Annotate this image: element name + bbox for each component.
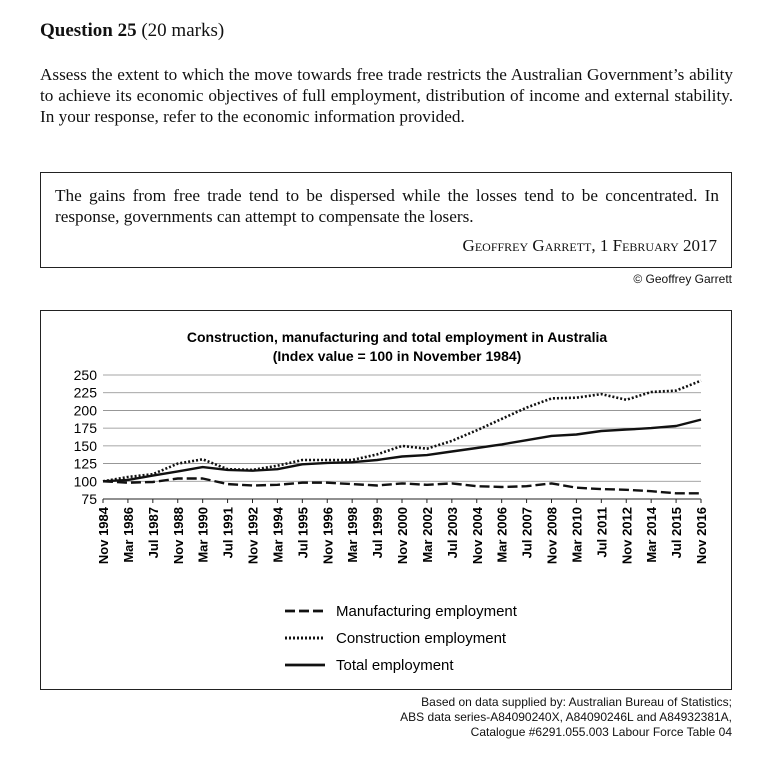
y-tick-label: 125: [74, 456, 98, 472]
question-marks: (20 marks): [141, 20, 225, 41]
x-tick-label: Mar 1994: [270, 506, 285, 562]
x-tick-label: Nov 1996: [320, 507, 335, 564]
x-tick-label: Jul 2015: [669, 507, 684, 558]
x-tick-label: Jul 2011: [594, 507, 609, 558]
x-axis-ticks: Nov 1984 Mar 1986 Jul 1987 Nov 1988 Mar 1990…: [96, 499, 709, 564]
legend-label: Manufacturing employment: [336, 603, 518, 620]
quote-author: Geoffrey Garrett, 1 February 2017: [462, 236, 717, 255]
x-tick-label: Nov 2000: [395, 507, 410, 564]
series-line-total-employment: [102, 418, 702, 483]
x-tick-label: Nov 2004: [470, 506, 485, 564]
x-tick-label: Jul 1991: [221, 507, 236, 558]
x-tick-label: Nov 1984: [96, 506, 111, 564]
y-tick-label: 225: [74, 385, 98, 401]
y-tick-label: 175: [74, 420, 98, 436]
question-number: Question 25: [40, 20, 137, 41]
x-tick-label: Jul 1995: [295, 507, 310, 558]
legend: Manufacturing employment Construction emp…: [285, 603, 518, 674]
y-tick-label: 250: [74, 367, 98, 383]
legend-label: Construction employment: [336, 630, 507, 647]
quote-box: The gains from free trade tend to be dis…: [40, 172, 732, 268]
question-heading: Question 25 (20 marks): [40, 20, 224, 42]
y-tick-label: 75: [81, 491, 97, 507]
series-layer: [102, 379, 702, 495]
x-tick-label: Mar 1986: [121, 507, 136, 563]
legend-label: Total employment: [336, 657, 454, 674]
question-prompt: Assess the extent to which the move towa…: [40, 65, 733, 126]
quote-text: The gains from free trade tend to be dis…: [55, 186, 719, 226]
x-tick-label: Nov 2016: [694, 507, 709, 564]
x-tick-label: Nov 1988: [171, 507, 186, 564]
data-source: Based on data supplied by: Australian Bu…: [400, 695, 732, 740]
series-line-manufacturing-employment: [102, 477, 701, 495]
chart-title: Construction, manufacturing and total em…: [187, 329, 608, 345]
x-tick-label: Nov 1992: [246, 507, 261, 564]
y-tick-label: 200: [74, 402, 98, 418]
y-tick-label: 150: [74, 438, 98, 454]
source-line-2: ABS data series-A84090240X, A84090246L a…: [400, 710, 732, 724]
x-tick-label: Mar 1998: [345, 507, 360, 563]
chart-box: Construction, manufacturing and total em…: [40, 310, 732, 690]
x-tick-label: Jul 2003: [445, 507, 460, 558]
x-tick-label: Mar 2002: [420, 507, 435, 563]
employment-chart: Construction, manufacturing and total em…: [74, 329, 709, 674]
x-tick-label: Nov 2012: [619, 507, 634, 564]
source-line-3: Catalogue #6291.055.003 Labour Force Tab…: [470, 725, 732, 739]
series-line-construction-employment: [102, 379, 702, 483]
x-tick-label: Jul 2007: [520, 507, 535, 558]
copyright-notice: © Geoffrey Garrett: [633, 272, 732, 286]
x-tick-label: Mar 1990: [196, 507, 211, 563]
x-tick-label: Mar 2006: [495, 507, 510, 563]
y-tick-label: 100: [74, 473, 98, 489]
x-tick-label: Jul 1999: [370, 507, 385, 558]
x-tick-label: Nov 2008: [545, 507, 560, 564]
x-tick-label: Mar 2014: [644, 506, 659, 562]
chart-subtitle: (Index value = 100 in November 1984): [273, 348, 522, 364]
x-tick-label: Mar 2010: [569, 507, 584, 563]
grid-layer: [103, 374, 701, 500]
x-tick-label: Jul 1987: [146, 507, 161, 558]
source-line-1: Based on data supplied by: Australian Bu…: [421, 695, 732, 709]
